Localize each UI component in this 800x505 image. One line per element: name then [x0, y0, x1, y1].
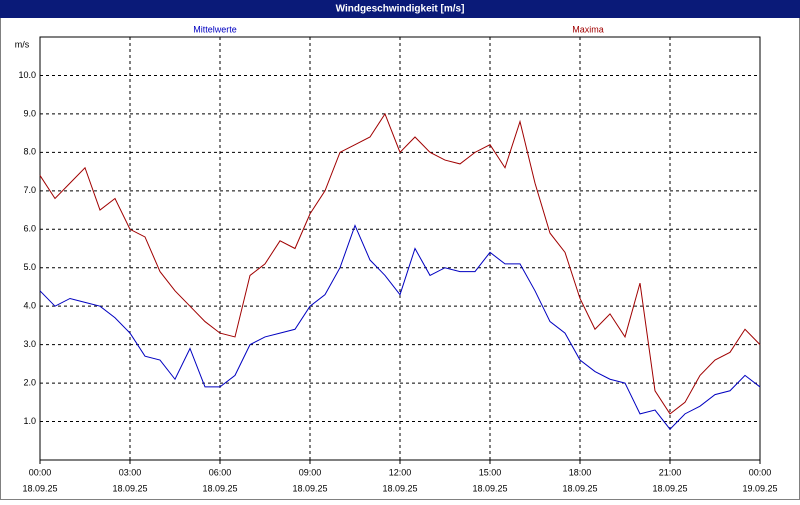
- x-tick-label: 15:00: [479, 467, 502, 477]
- y-tick-label: 3.0: [23, 339, 36, 349]
- x-tick-date: 19.09.25: [742, 483, 777, 493]
- y-tick-label: 10.0: [18, 70, 36, 80]
- x-tick-label: 18:00: [569, 467, 592, 477]
- x-tick-label: 21:00: [659, 467, 682, 477]
- x-tick-date: 18.09.25: [292, 483, 327, 493]
- y-tick-label: 8.0: [23, 147, 36, 157]
- y-tick-label: 1.0: [23, 416, 36, 426]
- x-tick-date: 18.09.25: [652, 483, 687, 493]
- y-tick-label: 4.0: [23, 301, 36, 311]
- series-line: [39, 224, 761, 430]
- series-line: [39, 112, 761, 415]
- y-unit: m/s: [15, 39, 30, 49]
- legend-entry: Maxima: [572, 24, 604, 34]
- chart-title: Windgeschwindigkeit [m/s]: [336, 4, 465, 15]
- x-tick-date: 18.09.25: [22, 483, 57, 493]
- x-tick-label: 03:00: [119, 467, 142, 477]
- x-tick-date: 18.09.25: [112, 483, 147, 493]
- x-tick-date: 18.09.25: [382, 483, 417, 493]
- y-tick-label: 2.0: [23, 377, 36, 387]
- y-tick-label: 7.0: [23, 185, 36, 195]
- title-bar: [0, 0, 800, 18]
- x-tick-label: 00:00: [749, 467, 772, 477]
- x-tick-date: 18.09.25: [472, 483, 507, 493]
- legend-entry: Mittelwerte: [193, 24, 237, 34]
- x-tick-label: 12:00: [389, 467, 412, 477]
- x-tick-label: 06:00: [209, 467, 232, 477]
- y-tick-label: 5.0: [23, 262, 36, 272]
- x-tick-date: 18.09.25: [202, 483, 237, 493]
- y-tick-label: 6.0: [23, 224, 36, 234]
- x-tick-label: 09:00: [299, 467, 322, 477]
- x-tick-label: 00:00: [29, 467, 52, 477]
- y-tick-label: 9.0: [23, 108, 36, 118]
- x-tick-date: 18.09.25: [562, 483, 597, 493]
